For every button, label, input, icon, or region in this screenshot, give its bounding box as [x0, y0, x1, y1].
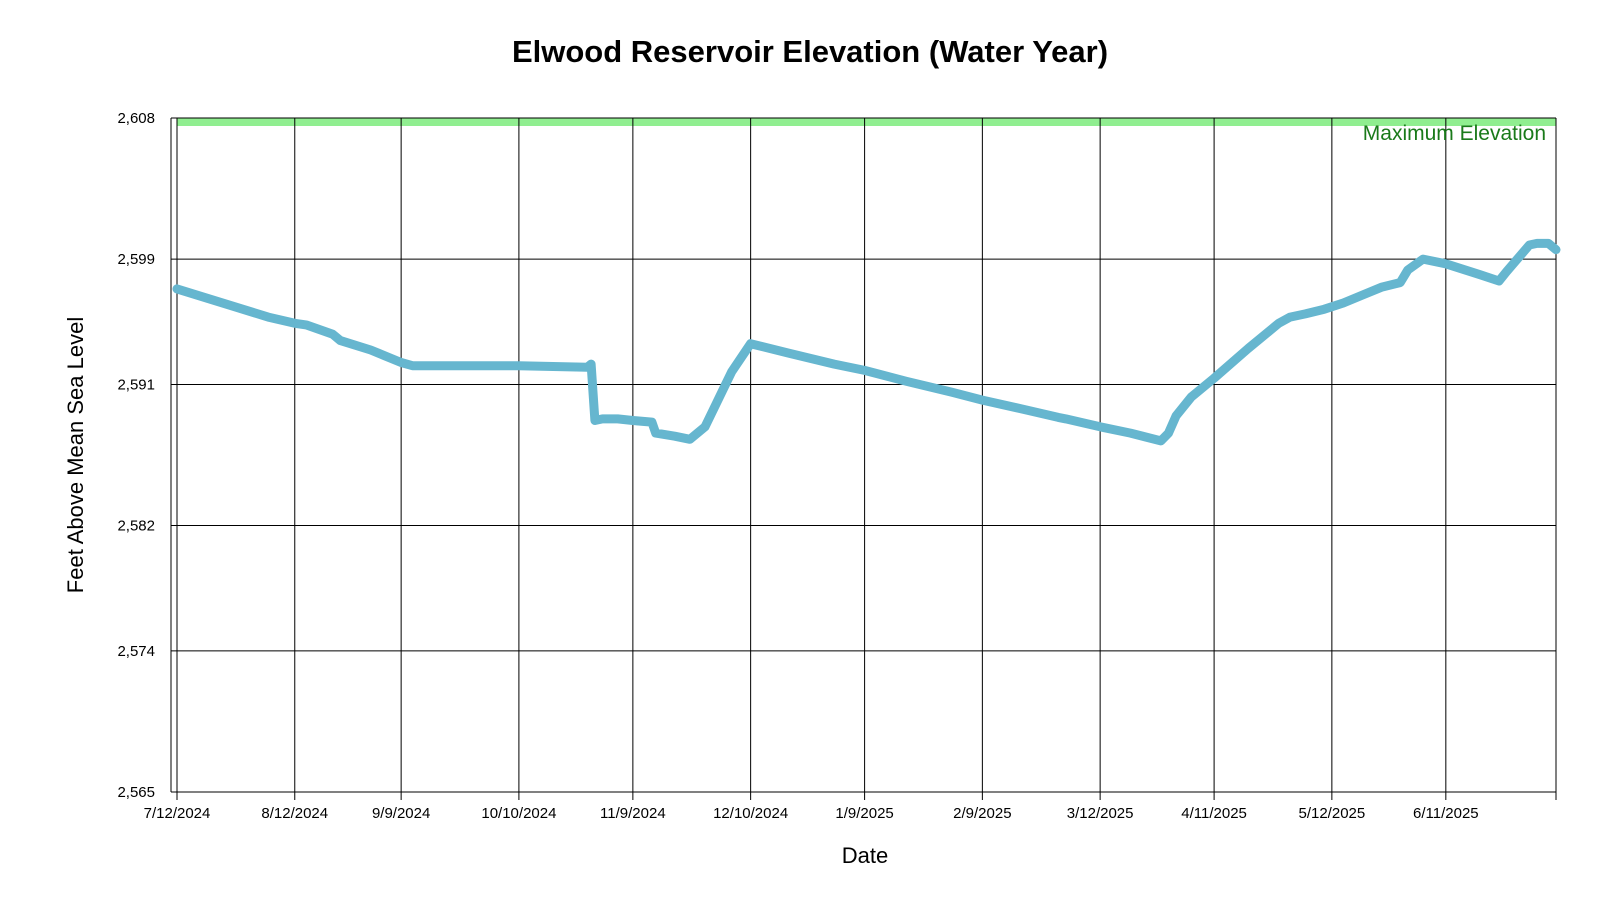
y-tick-label: 2,582 — [117, 518, 155, 535]
x-tick-label: 5/12/2025 — [1298, 805, 1365, 822]
y-tick-label: 2,565 — [117, 784, 155, 801]
plot-area: 2,565 2,574 2,582 2,591 2,599 2,608 7/12/2024 8… — [117, 110, 1561, 822]
y-tick-label: 2,591 — [117, 376, 155, 393]
chart-title: Elwood Reservoir Elevation (Water Year) — [512, 34, 1108, 69]
max-elevation-band — [177, 118, 1556, 126]
max-elevation-label: Maximum Elevation — [1363, 122, 1546, 145]
x-tick-label: 8/12/2024 — [261, 805, 328, 822]
y-tick-label: 2,599 — [117, 251, 155, 268]
x-tick-label: 12/10/2024 — [713, 805, 788, 822]
x-tick-label: 1/9/2025 — [835, 805, 893, 822]
y-tick-label: 2,608 — [117, 110, 155, 127]
y-tick-label: 2,574 — [117, 643, 155, 660]
x-axis-title: Date — [842, 843, 888, 868]
x-tick-label: 7/12/2024 — [144, 805, 211, 822]
x-tick-label: 4/11/2025 — [1181, 805, 1247, 822]
x-tick-label: 9/9/2024 — [372, 805, 430, 822]
x-tick-label: 2/9/2025 — [953, 805, 1011, 822]
y-axis-title: Feet Above Mean Sea Level — [63, 317, 88, 593]
elevation-series-line-0 — [172, 238, 1561, 446]
x-tick-label: 10/10/2024 — [481, 805, 556, 822]
x-tick-label: 11/9/2024 — [600, 805, 666, 822]
x-tick-label: 3/12/2025 — [1067, 805, 1134, 822]
x-tick-label: 6/11/2025 — [1413, 805, 1479, 822]
